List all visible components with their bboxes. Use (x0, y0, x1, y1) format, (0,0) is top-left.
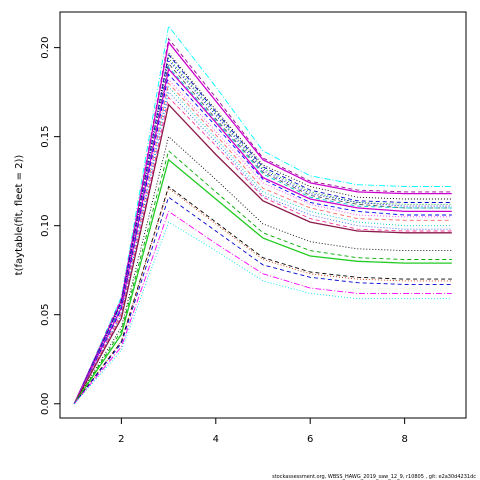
footer-note: stockassessment.org, WBSS_HAWG_2019_saw_… (272, 474, 476, 480)
series-line-11 (73, 73, 452, 405)
y-axis-label: t(faytable(fit, fleet = 2)) (14, 155, 25, 276)
series-line-2 (73, 37, 452, 404)
series-line-12 (73, 78, 452, 405)
series-line-14 (73, 85, 452, 405)
series-line-20 (73, 158, 452, 405)
x-tick-label: 4 (213, 434, 219, 445)
plot-frame (59, 11, 467, 419)
series-line-21 (73, 185, 452, 405)
y-tick-label: 0.20 (40, 36, 51, 58)
y-axis: 0.00 0.05 0.10 0.15 0.20 (40, 36, 60, 415)
y-tick-label: 0.10 (40, 215, 51, 237)
series-line-9 (73, 66, 452, 404)
x-tick-label: 6 (307, 434, 313, 445)
y-tick-label: 0.00 (40, 393, 51, 415)
x-tick-label: 2 (118, 434, 124, 445)
series-layer (73, 25, 452, 405)
series-line-23 (73, 196, 452, 405)
series-line-18 (73, 135, 452, 405)
series-line-24 (73, 210, 452, 405)
series-line-3 (73, 40, 452, 405)
series-line-15 (73, 91, 452, 405)
x-axis: 2 4 6 8 (118, 418, 408, 445)
series-line-10 (73, 67, 452, 405)
series-line-4 (73, 51, 452, 404)
series-line-7 (73, 59, 452, 404)
series-line-17 (73, 103, 452, 405)
series-line-8 (73, 62, 452, 404)
y-tick-label: 0.15 (40, 125, 51, 147)
x-tick-label: 8 (401, 434, 407, 445)
series-line-5 (73, 53, 452, 404)
y-tick-label: 0.05 (40, 304, 51, 326)
series-line-1 (73, 25, 452, 404)
series-line-19 (73, 150, 452, 405)
series-line-13 (73, 82, 452, 405)
